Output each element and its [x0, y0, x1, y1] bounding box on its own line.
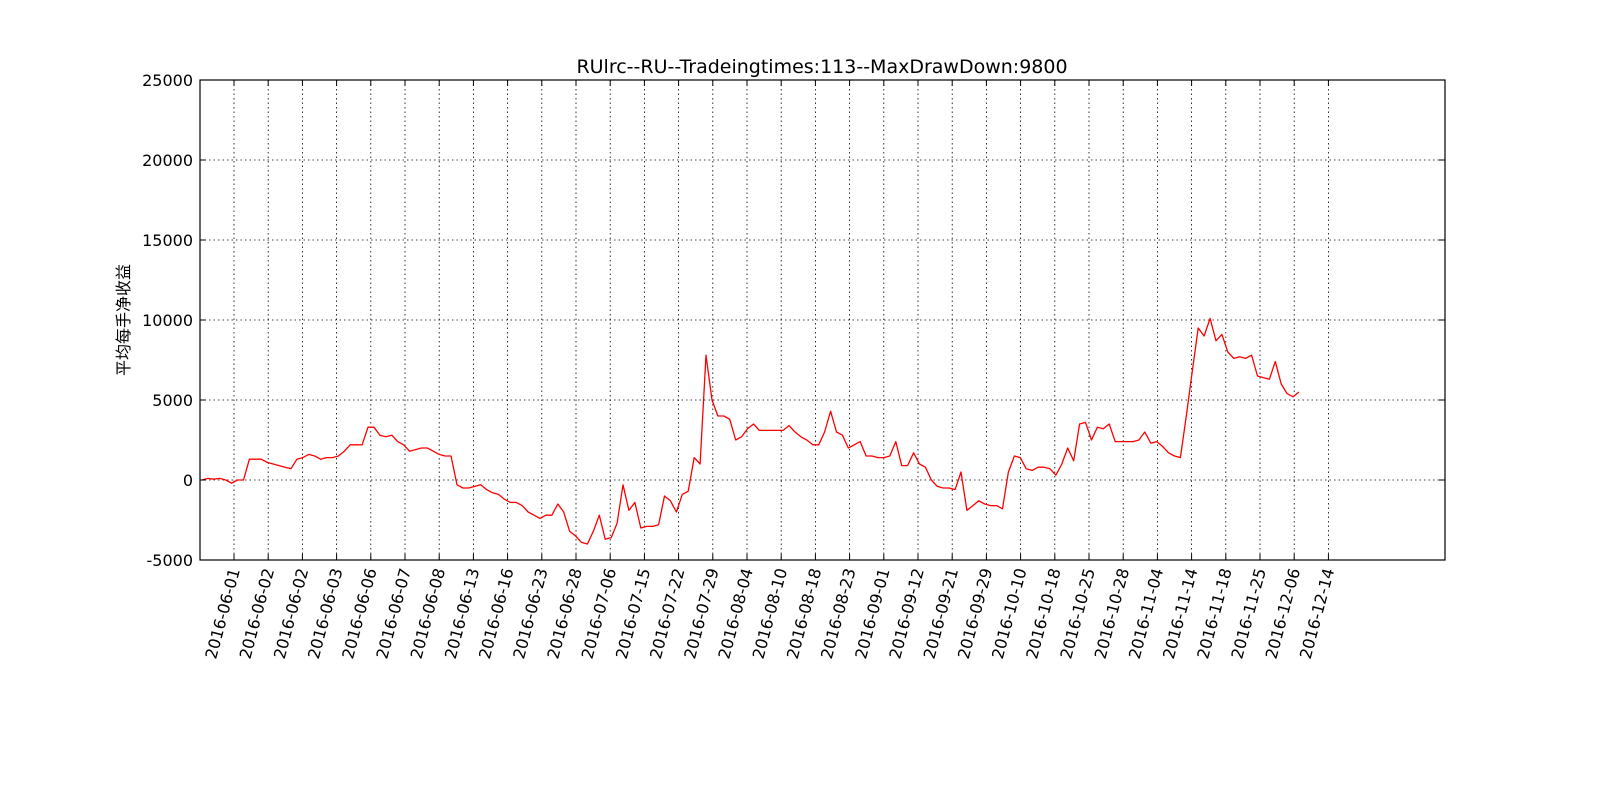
chart-title: RUlrc--RU--Tradeingtimes:113--MaxDrawDow…: [576, 56, 1067, 78]
series-layer: [201, 317, 1300, 545]
y-tick-label: 15000: [142, 231, 193, 250]
grid-lines: [200, 80, 1445, 560]
y-axis-label: 平均每手净收益: [114, 264, 133, 376]
y-tick-label: 10000: [142, 311, 193, 330]
y-tick-label: -5000: [147, 551, 194, 570]
y-tick-label: 20000: [142, 151, 193, 170]
series-line-0: [201, 317, 1300, 545]
y-tick-label: 5000: [152, 391, 193, 410]
y-tick-label: 0: [183, 471, 193, 490]
y-axis: -5000 0 5000 10000 15000 20000 25000: [142, 71, 1445, 570]
y-tick-label: 25000: [142, 71, 193, 90]
